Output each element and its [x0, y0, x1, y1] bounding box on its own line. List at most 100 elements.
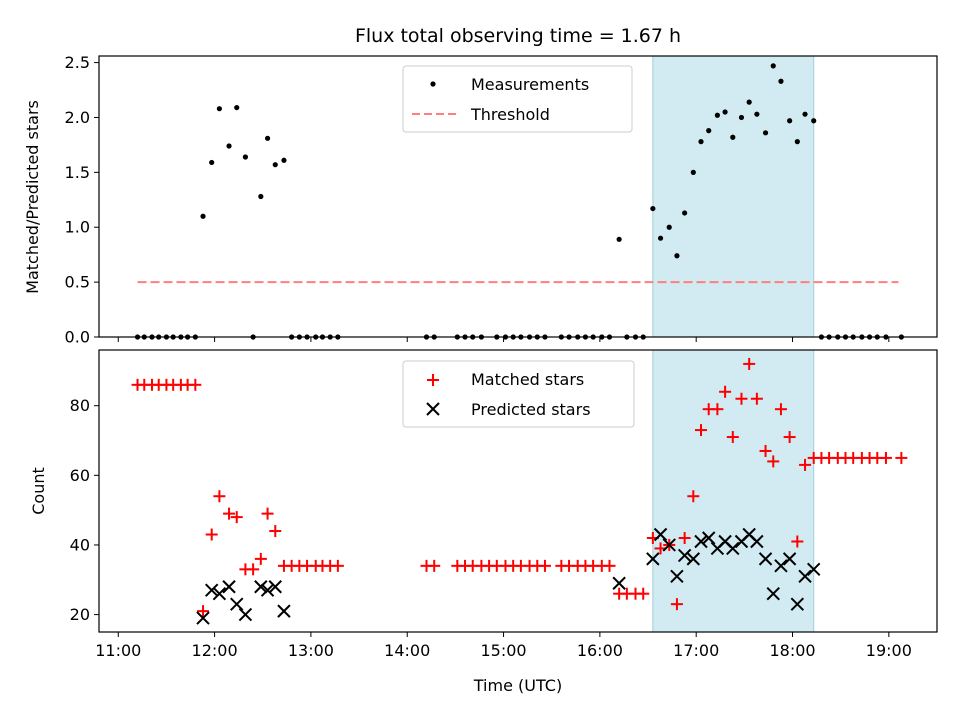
measurements-point: [258, 193, 264, 200]
x-tick-label: 12:00: [192, 641, 238, 660]
measurements-point: [794, 139, 800, 145]
measurements-point: [706, 128, 712, 134]
predicted-stars-point: [277, 604, 291, 618]
measurements-point: [770, 63, 776, 69]
measurements-point: [272, 162, 278, 168]
top-y-tick-label: 2.0: [65, 108, 90, 127]
measurements-point: [234, 104, 240, 111]
predicted-stars-point: [694, 534, 708, 549]
matched-stars-point: [783, 431, 796, 444]
matched-stars-point: [213, 490, 226, 503]
bottom-legend-box: [402, 360, 635, 428]
top-y-tick-label: 1.5: [65, 163, 90, 182]
matched-stars-point: [678, 532, 691, 544]
observing-span-top: [652, 55, 815, 338]
matched-stars-point: [759, 444, 772, 457]
predicted-stars-point: [204, 583, 219, 597]
bottom-y-tick-label: 40: [70, 535, 90, 554]
matched-stars-point: [205, 528, 218, 541]
predicted-stars-point: [807, 562, 821, 577]
measurements-point: [730, 134, 736, 140]
bottom-y-axis-label: Count: [29, 467, 48, 515]
measurements-point: [616, 236, 622, 242]
matched-stars-point: [711, 403, 724, 416]
predicted-stars-point: [774, 559, 788, 573]
legend-matched-label: Matched stars: [471, 370, 584, 389]
measurements-point: [690, 169, 696, 175]
measurements-point: [657, 235, 664, 241]
top-y-tick-label: 0.0: [65, 328, 90, 347]
matched-stars-point: [189, 378, 202, 391]
measurements-point: [226, 143, 232, 149]
measurements-point: [787, 118, 793, 124]
matched-stars-point: [695, 424, 708, 437]
predicted-stars-point: [677, 548, 692, 563]
measurements-point: [746, 99, 752, 105]
bottom-y-tick-label: 60: [70, 466, 90, 485]
measurements-point: [714, 112, 720, 118]
top-legend: Measurements Threshold: [402, 65, 633, 133]
predicted-stars-point: [254, 580, 268, 594]
matched-stars-point: [223, 507, 236, 520]
matched-stars-point: [895, 451, 908, 464]
predicted-stars-point: [222, 580, 236, 594]
bottom-y-ticks: 20 40 60 80: [70, 396, 99, 624]
predicted-stars-point: [686, 552, 701, 566]
matched-stars-point: [750, 392, 763, 405]
matched-stars-point: [719, 385, 732, 398]
measurements-point: [698, 139, 704, 145]
predicted-stars-point: [670, 569, 684, 584]
x-tick-label: 11:00: [95, 641, 141, 660]
matched-stars-point: [538, 559, 551, 572]
legend-matched-marker: [427, 374, 439, 386]
predicted-stars-point: [782, 552, 797, 566]
bottom-y-tick-label: 20: [70, 605, 90, 624]
measurements-point: [216, 106, 223, 112]
measurements-point: [242, 154, 249, 160]
top-x-ticks: [117, 337, 890, 342]
predicted-stars-point: [612, 576, 626, 590]
predicted-stars-point: [790, 597, 805, 611]
bottom-x-ticks: 11:00 12:00 13:00 14:00 15:00 16:00 17:00 18:00…: [95, 632, 912, 660]
matched-stars-point: [687, 490, 700, 503]
bottom-axes-frame: [98, 349, 938, 633]
measurements-point: [682, 210, 688, 216]
top-y-tick-label: 2.5: [65, 53, 90, 72]
predicted-stars-point: [230, 597, 244, 611]
matched-stars-point: [670, 598, 683, 611]
predicted-stars-point: [702, 531, 716, 545]
top-y-ticks: 0.0 0.5 1.0 1.5 2.0 2.5: [65, 53, 99, 347]
x-tick-label: 18:00: [769, 641, 815, 660]
top-y-tick-label: 1.0: [65, 218, 90, 237]
measurements-point: [281, 157, 287, 163]
predicted-stars-point: [726, 541, 740, 556]
measurements-point: [762, 130, 769, 136]
matched-stars-point: [791, 535, 804, 548]
predicted-stars-point: [646, 552, 660, 566]
legend-measurements-label: Measurements: [471, 75, 589, 94]
bottom-series-layer: [131, 357, 908, 625]
measurements-point: [209, 159, 215, 166]
predicted-stars-point: [798, 569, 812, 584]
top-y-axis-label: Matched/Predicted stars: [23, 100, 42, 294]
predicted-stars-point: [653, 527, 668, 542]
predicted-stars-point: [758, 552, 773, 566]
predicted-stars-point: [750, 534, 764, 549]
x-tick-label: 15:00: [480, 641, 526, 660]
legend-threshold-label: Threshold: [470, 105, 550, 124]
matched-stars-point: [261, 507, 274, 520]
matched-stars-point: [331, 559, 344, 572]
observing-span-bottom: [652, 349, 815, 633]
predicted-stars-point: [238, 607, 253, 622]
matched-stars-point: [637, 587, 650, 600]
matched-stars-point: [197, 605, 210, 618]
predicted-stars-point: [212, 586, 227, 601]
top-series-layer: [134, 63, 904, 340]
matched-stars-point: [247, 563, 260, 576]
measurements-point: [778, 78, 784, 84]
measurements-point: [811, 118, 817, 124]
matched-stars-point: [603, 559, 616, 572]
matched-stars-point: [743, 357, 756, 370]
matched-stars-point: [735, 392, 748, 405]
measurements-point: [802, 111, 808, 117]
